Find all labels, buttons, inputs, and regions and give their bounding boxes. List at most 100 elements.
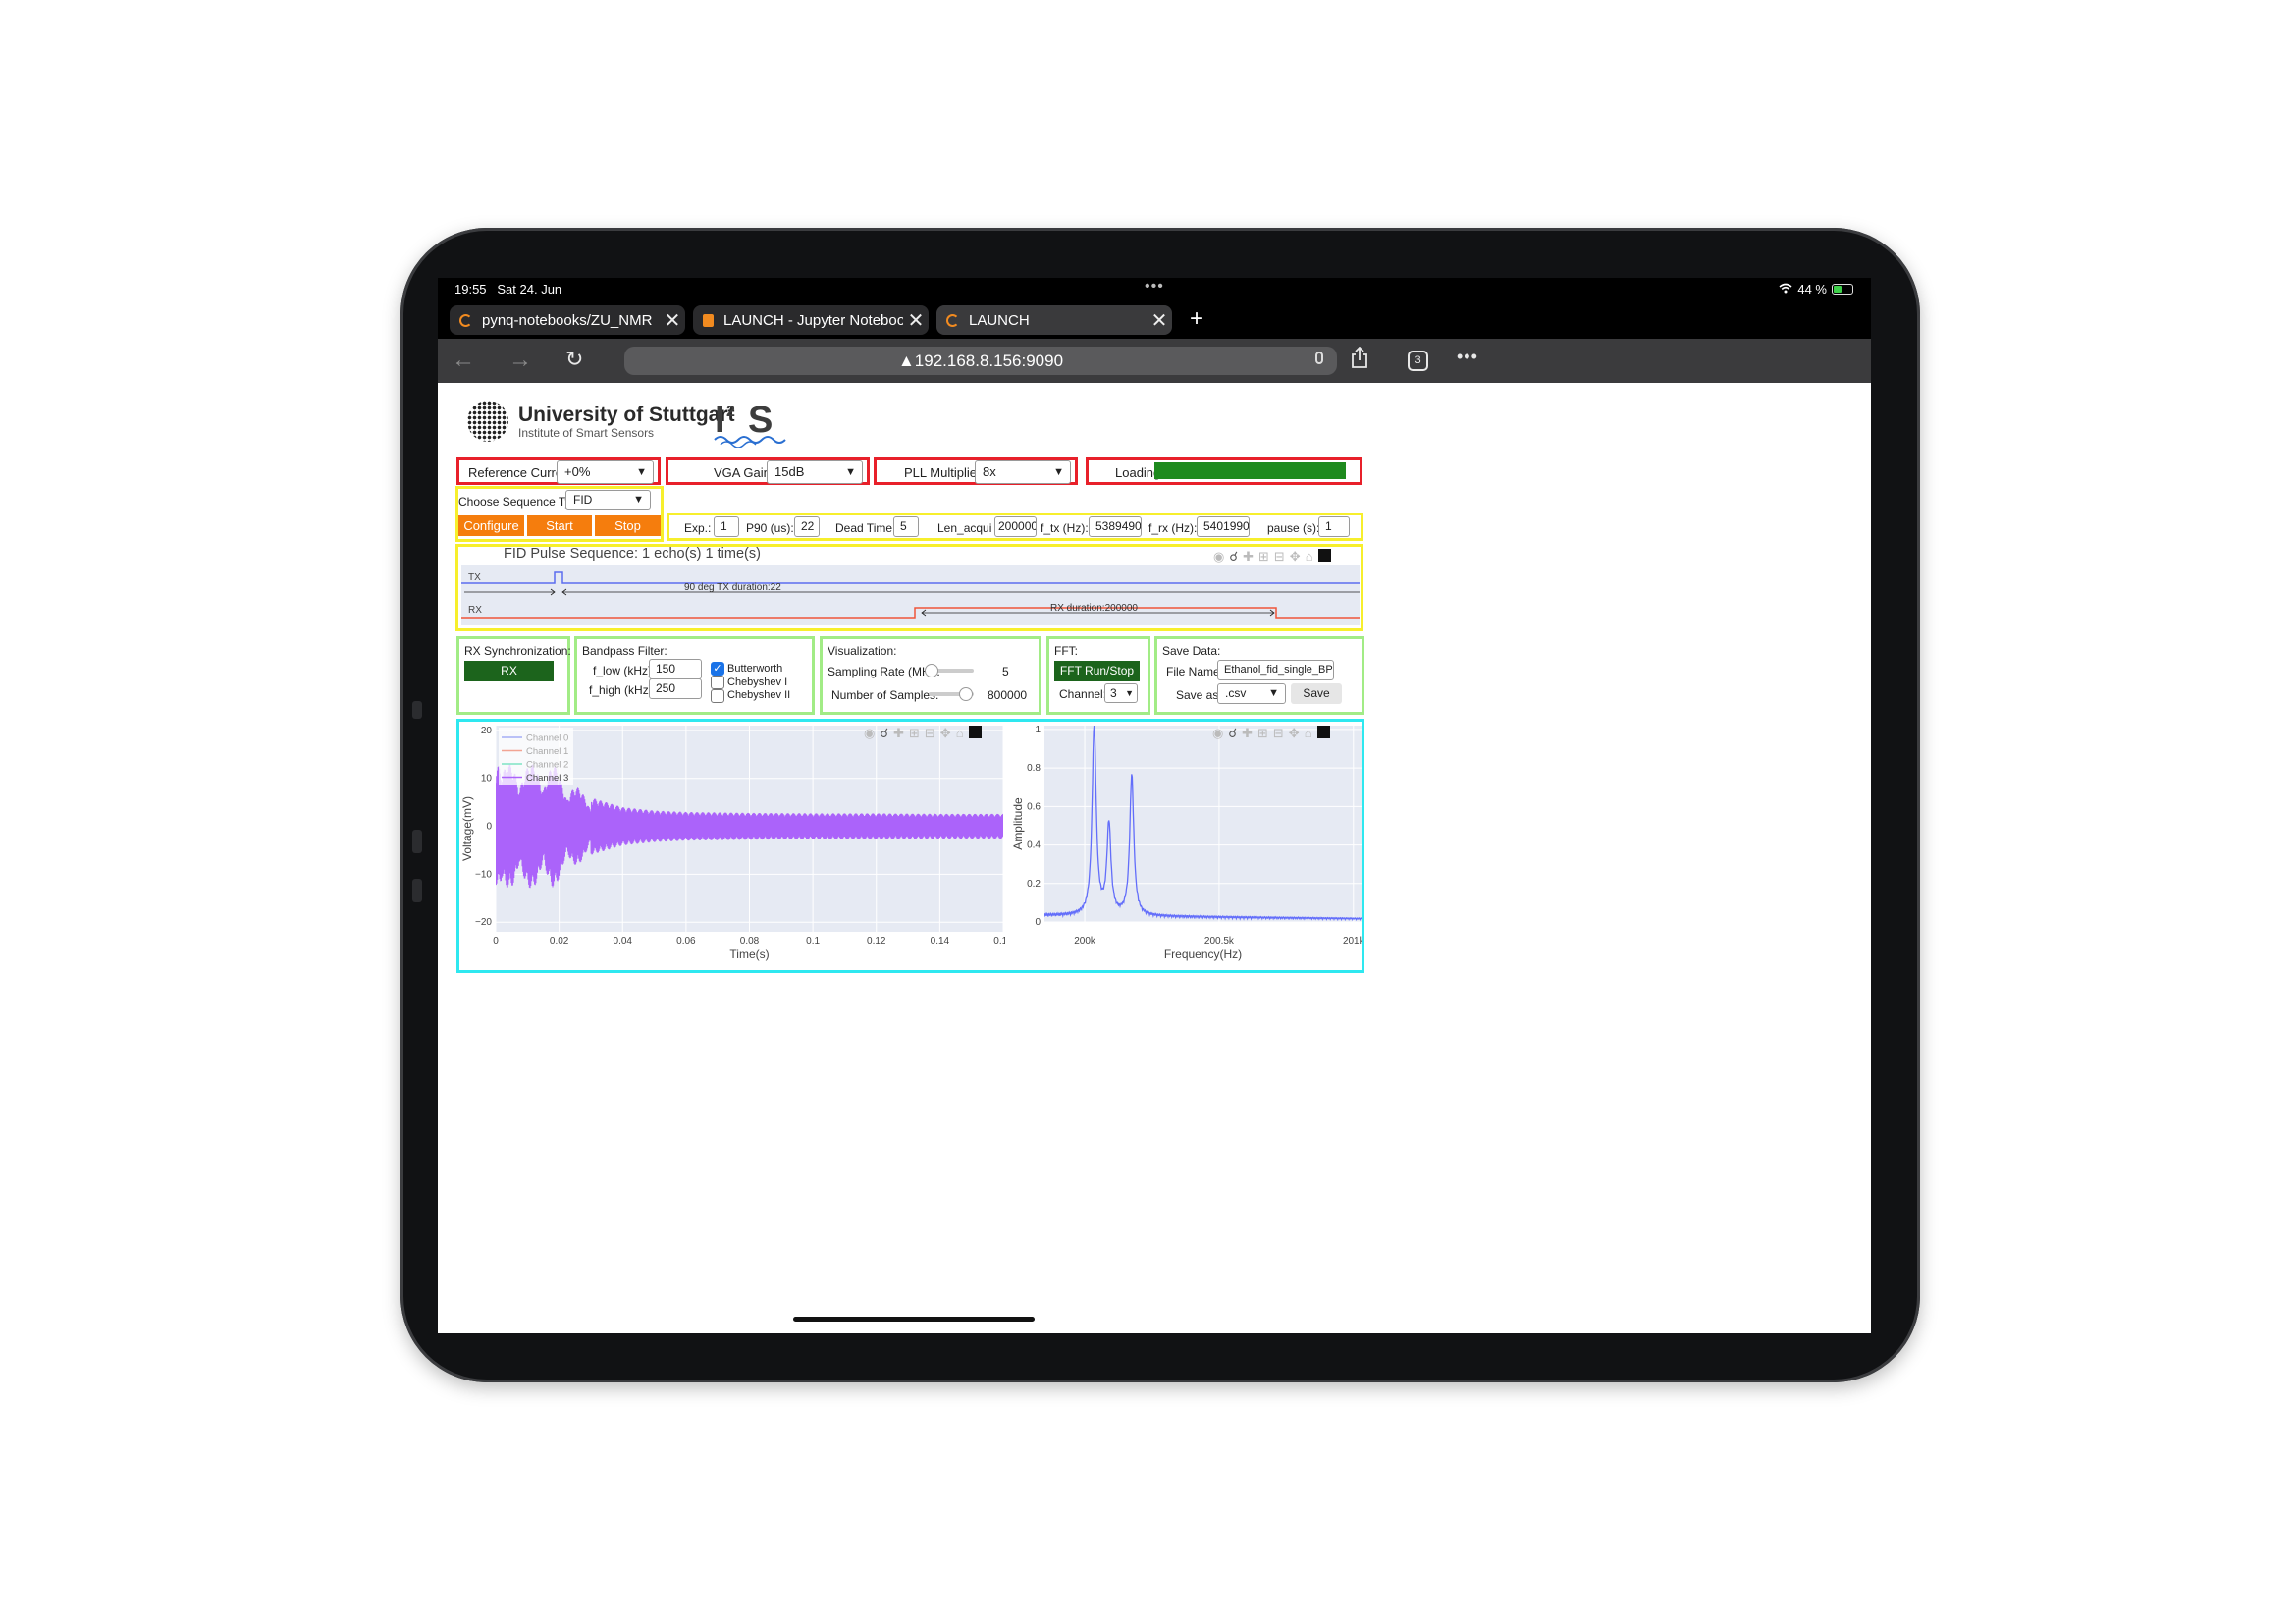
save-format-select[interactable]: .csv ▼ (1217, 683, 1286, 704)
configure-button[interactable]: Configure (458, 515, 524, 536)
svg-text:I: I (715, 400, 723, 441)
reference-current-select[interactable]: +0% ▼ (557, 460, 654, 484)
camera-icon[interactable]: ◉ (1212, 726, 1224, 740)
save-button[interactable]: Save (1291, 683, 1342, 704)
pan-icon[interactable]: ✚ (893, 726, 904, 740)
exp-input[interactable]: 1 (714, 516, 739, 537)
university-name: University of Stuttgart (518, 403, 735, 426)
tab-pynq-notebooks[interactable]: pynq-notebooks/ZU_NMR ✕ (450, 305, 685, 335)
zoom-out-icon[interactable]: ⊟ (1272, 726, 1284, 740)
dead-time-input[interactable]: 5 (893, 516, 919, 537)
zoom-icon[interactable]: ☌ (1229, 549, 1239, 564)
sequence-type-select[interactable]: FID ▼ (565, 490, 651, 510)
y-tick-label: 10 (481, 774, 493, 785)
close-icon[interactable]: ✕ (664, 309, 681, 332)
chebyshev-i-checkbox[interactable] (711, 676, 724, 689)
samples-track (929, 692, 974, 696)
close-icon[interactable]: ✕ (1150, 309, 1168, 332)
stop-button[interactable]: Stop (595, 515, 661, 536)
rx-line (461, 607, 1360, 619)
web-page: University of Stuttgart Institute of Sma… (438, 383, 1871, 1333)
home-icon[interactable]: ⌂ (955, 726, 964, 740)
share-icon[interactable] (1351, 346, 1368, 374)
len-acqui-input[interactable]: 200000 (994, 516, 1037, 537)
zoom-icon[interactable]: ☌ (880, 726, 889, 740)
rx-label: RX (468, 605, 482, 616)
autoscale-icon[interactable]: ✥ (1289, 549, 1301, 564)
camera-icon[interactable]: ◉ (1213, 549, 1225, 564)
fft-channel-select[interactable]: 3 ▼ (1104, 683, 1138, 703)
file-name-input[interactable]: Ethanol_fid_single_BP (1217, 660, 1334, 680)
reload-icon[interactable]: ↻ (565, 347, 584, 371)
i2s-logo: I 2 S (714, 400, 786, 448)
chebyshev-ii-checkbox[interactable] (711, 689, 724, 703)
zoom-out-icon[interactable]: ⊟ (1273, 549, 1285, 564)
f-tx-input[interactable]: 5389490 (1089, 516, 1142, 537)
zoom-out-icon[interactable]: ⊟ (924, 726, 935, 740)
pause-input[interactable]: 1 (1318, 516, 1350, 537)
home-indicator[interactable] (793, 1317, 1035, 1322)
file-name-label: File Name: (1166, 665, 1224, 678)
frequency-domain-plot: 0 0.2 0.4 0.6 0.8 1 200k 200.5k 201k Frequency(Hz… (1011, 725, 1362, 961)
zoom-in-icon[interactable]: ⊞ (1257, 549, 1269, 564)
tx-duration-annotation: 90 deg TX duration:22 (684, 582, 781, 593)
microphone-icon[interactable] (1315, 352, 1323, 364)
back-arrow-icon[interactable]: ← (452, 347, 475, 373)
f-low-input[interactable]: 150 (649, 659, 702, 679)
y-axis-title: Amplitude (1011, 797, 1025, 850)
tab-launch[interactable]: LAUNCH ✕ (936, 305, 1172, 335)
home-icon[interactable]: ⌂ (1304, 726, 1312, 740)
sequence-parameters-group: Exp.: 1 P90 (us): 22 Dead Time : 5 Len_a… (667, 513, 1363, 541)
home-icon[interactable]: ⌂ (1305, 549, 1313, 564)
rx-synchronized-button[interactable]: RX Synchronized (464, 661, 554, 698)
plotly-logo-icon[interactable] (968, 726, 982, 738)
rx-sync-title: RX Synchronization: (464, 644, 571, 658)
fft-run-stop-button[interactable]: FFT Run/Stop (1054, 661, 1140, 681)
sampling-rate-slider[interactable] (925, 664, 938, 677)
autoscale-icon[interactable]: ✥ (939, 726, 951, 740)
more-options-icon[interactable]: ••• (1457, 347, 1478, 366)
institute-name: Institute of Smart Sensors (518, 425, 655, 440)
zoom-icon[interactable]: ☌ (1228, 726, 1238, 740)
number-of-samples-slider[interactable] (958, 687, 973, 701)
rx-duration-annotation: RX duration:200000 (1050, 603, 1138, 614)
y-tick-label: −20 (475, 917, 492, 928)
plotly-logo-icon[interactable] (1317, 549, 1331, 562)
tab-count-icon[interactable]: 3 (1408, 351, 1428, 371)
sequence-type-label: Choose Sequence Ty... (458, 495, 580, 509)
address-field[interactable]: ▲192.168.8.156:9090 (624, 347, 1337, 375)
close-icon[interactable]: ✕ (907, 309, 925, 332)
fft-panel: FFT: FFT Run/Stop Channel: 3 ▼ (1046, 636, 1150, 715)
pll-multiplier-select[interactable]: 8x ▼ (975, 460, 1071, 484)
screen: 19:55 Sat 24. Jun ••• 44 % pynq-notebook… (438, 278, 1871, 1333)
y-tick-label: 0 (1035, 917, 1041, 928)
x-tick-label: 0.06 (676, 936, 696, 947)
university-logo: University of Stuttgart Institute of Sma… (467, 401, 735, 442)
camera-icon[interactable]: ◉ (864, 726, 876, 740)
status-right: 44 % (1779, 282, 1853, 297)
y-tick-label: 0.8 (1027, 763, 1041, 774)
f-high-input[interactable]: 250 (649, 678, 702, 699)
autoscale-icon[interactable]: ✥ (1288, 726, 1300, 740)
pan-icon[interactable]: ✚ (1243, 549, 1254, 564)
x-tick-label: 0.1 (806, 936, 820, 947)
forward-arrow-icon[interactable]: → (508, 347, 532, 373)
x-tick-label: 0.08 (740, 936, 760, 947)
tab-bar: pynq-notebooks/ZU_NMR ✕ LAUNCH - Jupyter… (438, 299, 1871, 339)
vga-gain-select[interactable]: 15dB ▼ (767, 460, 863, 484)
x-tick-label: 0.16 (993, 936, 1005, 947)
new-tab-button[interactable]: + (1190, 305, 1204, 332)
multitask-dots[interactable]: ••• (1145, 278, 1164, 295)
tab-launch-jupyter[interactable]: LAUNCH - Jupyter Notebook ✕ (693, 305, 929, 335)
legend: Channel 0 Channel 1 Channel 2 Channel 3 (499, 728, 573, 785)
zoom-in-icon[interactable]: ⊞ (908, 726, 920, 740)
f-rx-input[interactable]: 5401990 (1197, 516, 1250, 537)
butterworth-checkbox[interactable]: ✓ (711, 662, 724, 676)
visualization-panel: Visualization: Sampling Rate (MH... 5 Nu… (820, 636, 1041, 715)
zoom-in-icon[interactable]: ⊞ (1256, 726, 1268, 740)
rx-duration-arrow (921, 609, 1275, 617)
p90-input[interactable]: 22 (794, 516, 820, 537)
plotly-logo-icon[interactable] (1316, 726, 1330, 738)
pan-icon[interactable]: ✚ (1242, 726, 1253, 740)
start-button[interactable]: Start (527, 515, 592, 536)
